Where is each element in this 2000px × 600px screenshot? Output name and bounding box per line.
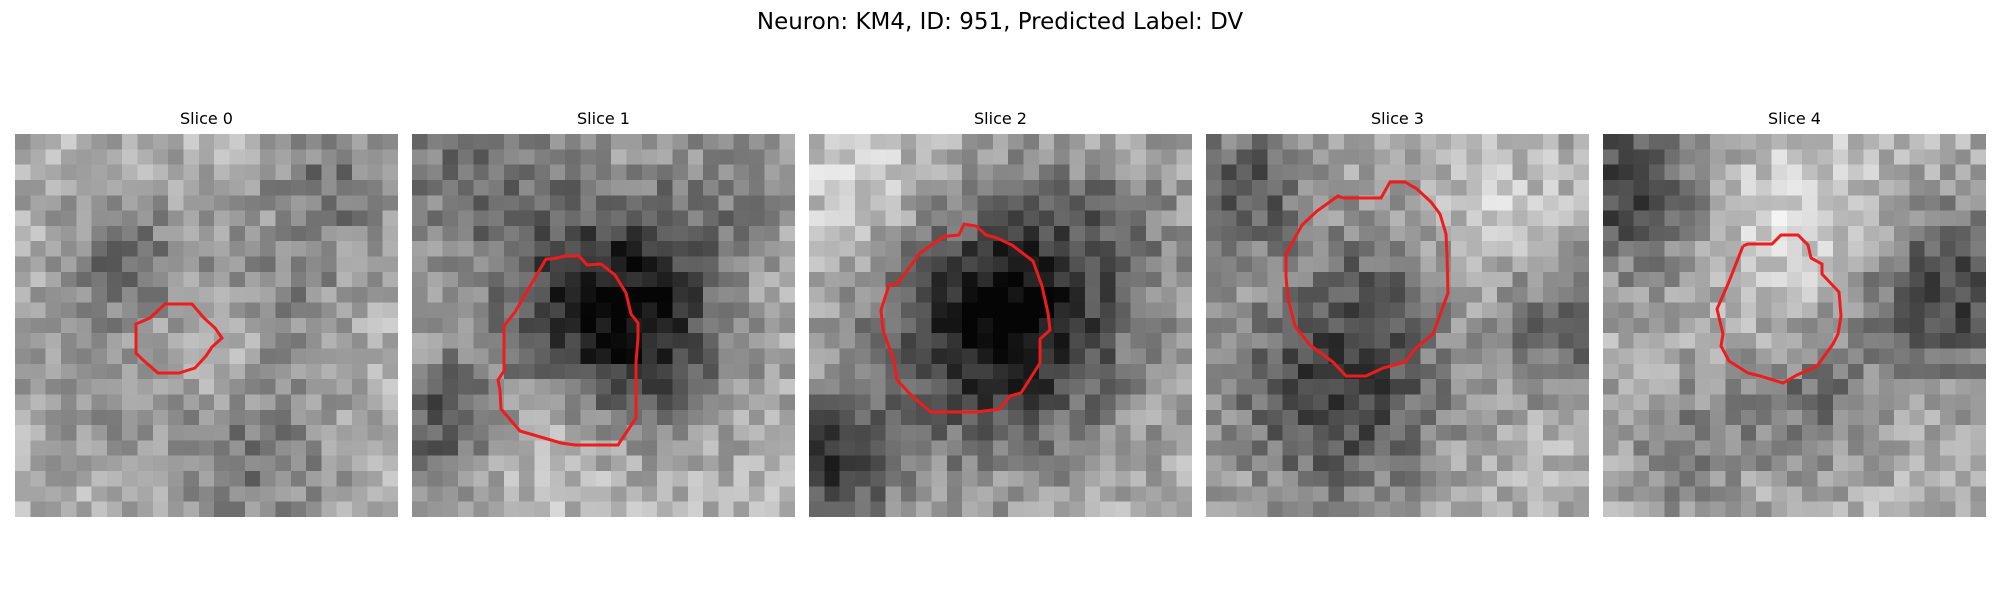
slice-0-image xyxy=(15,134,398,517)
slice-0-title: Slice 0 xyxy=(180,109,233,128)
slice-1-title: Slice 1 xyxy=(577,109,630,128)
slice-3-image xyxy=(1206,134,1589,517)
slice-1-neuron-contour xyxy=(496,254,640,447)
slice-3-contour-layer xyxy=(1284,180,1450,378)
slice-3-neuron-contour xyxy=(1284,180,1450,378)
slice-4-image xyxy=(1603,134,1986,517)
slice-2-panel xyxy=(809,134,1192,517)
slice-2-neuron-contour xyxy=(879,222,1052,414)
slice-4-contour-layer xyxy=(1715,233,1843,385)
slice-4-neuron-contour xyxy=(1715,233,1843,385)
slice-0-neuron-contour xyxy=(134,302,224,375)
slice-2-contour-layer xyxy=(879,222,1052,414)
slice-0-panel xyxy=(15,134,398,517)
figure-title: Neuron: KM4, ID: 951, Predicted Label: D… xyxy=(756,9,1244,35)
slice-2-title: Slice 2 xyxy=(974,109,1027,128)
slice-3-panel xyxy=(1206,134,1589,517)
slice-4-panel xyxy=(1603,134,1986,517)
slice-3-title: Slice 3 xyxy=(1371,109,1424,128)
slice-4-title: Slice 4 xyxy=(1768,109,1821,128)
slice-0-contour-layer xyxy=(134,302,224,375)
slice-2-image xyxy=(809,134,1192,517)
slice-1-image xyxy=(412,134,795,517)
slice-1-contour-layer xyxy=(496,254,640,447)
slice-1-panel xyxy=(412,134,795,517)
